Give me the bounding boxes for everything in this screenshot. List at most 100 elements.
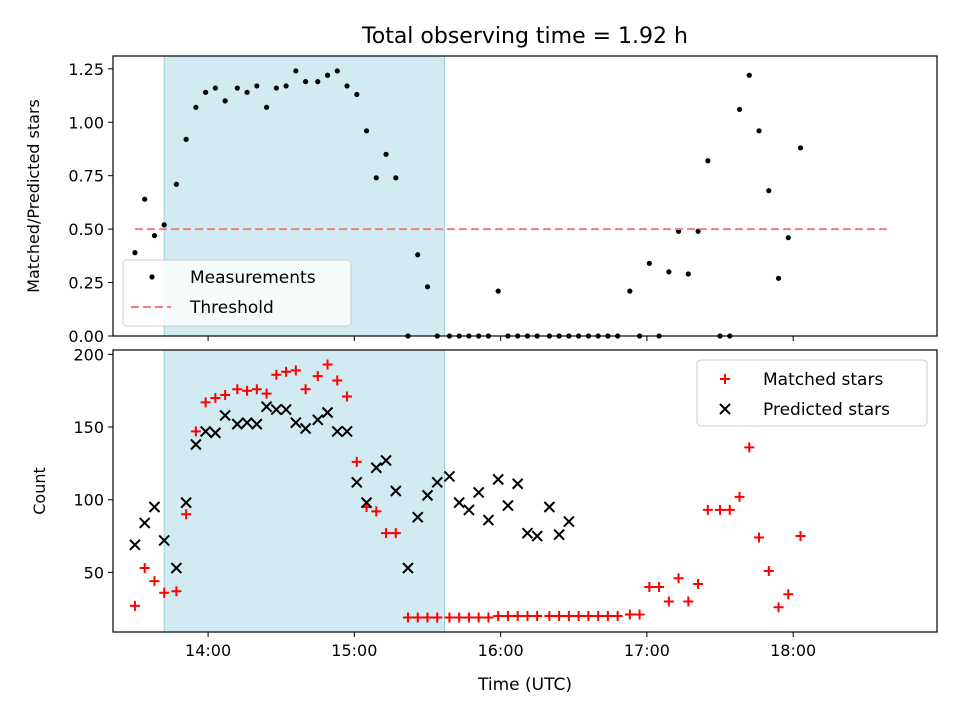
data-point	[483, 612, 494, 623]
data-point	[673, 573, 684, 584]
data-point	[402, 612, 413, 623]
data-point	[302, 79, 309, 85]
x-tick-label: 15:00	[331, 641, 377, 660]
y-tick-label: 1.00	[68, 113, 104, 132]
data-point	[300, 384, 311, 395]
data-point	[180, 496, 192, 509]
data-point	[190, 438, 202, 451]
data-point	[775, 275, 782, 281]
data-point	[324, 72, 331, 78]
data-point	[254, 83, 260, 89]
data-point	[693, 579, 704, 590]
data-point	[744, 442, 755, 453]
data-point	[242, 385, 253, 396]
data-point	[263, 104, 270, 110]
data-point	[463, 504, 475, 516]
data-point	[634, 609, 645, 620]
legend-label-threshold: Threshold	[189, 298, 274, 318]
data-point	[736, 106, 743, 113]
data-point	[644, 581, 655, 592]
data-point	[393, 175, 399, 181]
data-point	[220, 390, 231, 401]
data-point	[170, 562, 183, 574]
data-point	[511, 478, 524, 490]
data-point	[281, 366, 292, 377]
data-point	[532, 611, 543, 622]
data-point	[363, 128, 370, 134]
data-point	[402, 562, 414, 574]
data-point	[381, 528, 392, 539]
data-point	[773, 602, 784, 613]
x-tick-label: 14:00	[185, 641, 231, 660]
legend-label-measurements: Measurements	[190, 268, 316, 288]
data-point	[612, 611, 623, 622]
data-point	[666, 269, 672, 275]
data-point	[251, 418, 263, 430]
data-point	[754, 532, 765, 543]
data-point	[544, 611, 555, 622]
data-point	[273, 85, 279, 91]
data-point	[412, 612, 423, 623]
data-point	[244, 89, 250, 95]
data-point	[512, 611, 523, 622]
series-predicted-stars	[129, 400, 575, 574]
legend-marker-measurements	[149, 274, 155, 280]
data-point	[315, 79, 321, 85]
data-point	[573, 611, 584, 622]
data-point	[453, 496, 465, 509]
data-point	[412, 511, 424, 523]
axes-frame	[112, 349, 938, 633]
data-point	[193, 104, 199, 110]
data-point	[415, 252, 421, 258]
data-point	[756, 128, 762, 134]
data-point	[222, 98, 228, 104]
data-point	[173, 181, 179, 187]
data-point	[251, 384, 262, 395]
data-point	[183, 136, 189, 142]
data-point	[502, 499, 514, 512]
data-point	[290, 365, 301, 376]
data-point	[746, 72, 752, 78]
data-point	[280, 403, 292, 416]
legend: Measurements Threshold	[122, 259, 352, 327]
y-tick-label: 0.00	[68, 327, 104, 346]
data-point	[424, 284, 431, 290]
data-point	[563, 515, 575, 528]
data-point	[795, 531, 806, 542]
data-point	[312, 371, 323, 382]
data-point	[472, 486, 485, 499]
data-point	[334, 68, 340, 74]
data-point	[142, 196, 148, 202]
data-point	[422, 612, 433, 623]
data-point	[373, 175, 379, 181]
data-point	[151, 232, 158, 239]
legend-marker-matched	[720, 374, 730, 384]
legend-box	[696, 359, 928, 427]
data-point	[443, 470, 456, 483]
data-point	[129, 600, 140, 611]
data-point	[602, 611, 613, 622]
y-tick-label: 0.50	[68, 220, 104, 239]
data-point	[705, 158, 711, 164]
legend-label-predicted: Predicted stars	[763, 400, 890, 420]
data-point	[492, 473, 504, 486]
data-point	[543, 501, 556, 513]
y-axis-label: Matched/Predicted stars	[24, 99, 43, 293]
data-point	[627, 288, 633, 294]
data-point	[482, 514, 495, 526]
data-point	[583, 611, 594, 622]
data-point	[159, 587, 170, 598]
data-point	[270, 403, 283, 416]
data-point	[261, 388, 272, 399]
y-tick-label: 1.25	[68, 60, 104, 79]
data-point	[685, 271, 691, 277]
data-point	[129, 539, 141, 551]
data-point	[299, 422, 312, 435]
data-point	[715, 504, 726, 515]
y-tick-label: 0.75	[68, 167, 104, 186]
data-point	[593, 611, 604, 622]
data-point	[360, 496, 373, 509]
data-point	[283, 83, 289, 89]
data-point	[148, 501, 161, 513]
